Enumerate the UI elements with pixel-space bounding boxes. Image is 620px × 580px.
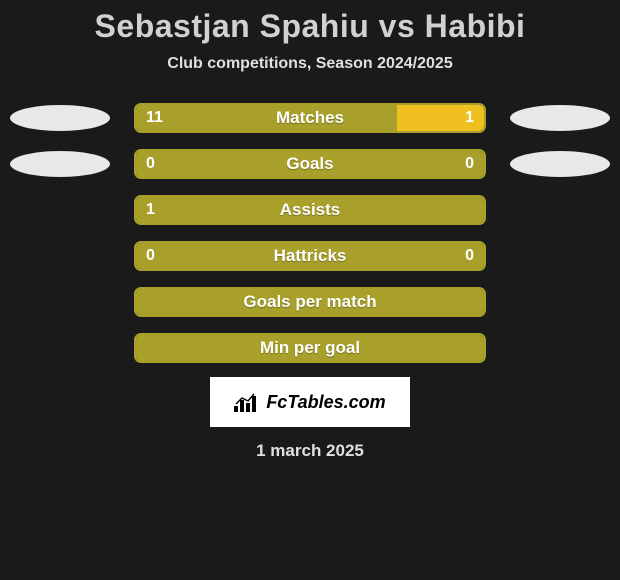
stat-value-right: 0 xyxy=(465,247,474,265)
date-text: 1 march 2025 xyxy=(256,441,364,461)
stat-label: Assists xyxy=(280,200,340,220)
stat-row: 0 0 Hattricks xyxy=(0,241,620,271)
player-left-ellipse xyxy=(10,151,110,177)
brand-text: FcTables.com xyxy=(266,392,385,413)
stat-value-right: 1 xyxy=(465,109,474,127)
player-right-ellipse xyxy=(510,151,610,177)
stat-value-left: 0 xyxy=(146,247,155,265)
stat-value-left: 1 xyxy=(146,201,155,219)
stat-value-left: 11 xyxy=(146,109,163,127)
bar-fill-left xyxy=(136,105,397,131)
stat-row: Min per goal xyxy=(0,333,620,363)
page-title: Sebastjan Spahiu vs Habibi xyxy=(95,8,526,45)
stat-row: 0 0 Goals xyxy=(0,149,620,179)
player-left-ellipse xyxy=(10,105,110,131)
player-right-ellipse xyxy=(510,105,610,131)
stat-label: Min per goal xyxy=(260,338,360,358)
stat-label: Matches xyxy=(276,108,344,128)
stat-label: Hattricks xyxy=(274,246,347,266)
stat-value-right: 0 xyxy=(465,155,474,173)
stat-row: Goals per match xyxy=(0,287,620,317)
brand-box: FcTables.com xyxy=(210,377,410,427)
stat-bar: 111Matches xyxy=(134,103,486,133)
stat-value-left: 0 xyxy=(146,155,155,173)
stat-label: Goals xyxy=(286,154,333,174)
stat-label: Goals per match xyxy=(243,292,376,312)
stat-bar: Goals per match xyxy=(134,287,486,317)
stat-row: 1 Assists xyxy=(0,195,620,225)
stats-rows: 111Matches00Goals1Assists00HattricksGoal… xyxy=(0,103,620,363)
brand-logo-icon xyxy=(234,392,260,412)
stat-bar: 0 0 Goals xyxy=(134,149,486,179)
page-subtitle: Club competitions, Season 2024/2025 xyxy=(167,55,452,73)
stat-bar: 0 0 Hattricks xyxy=(134,241,486,271)
stat-row: 111Matches xyxy=(0,103,620,133)
stat-bar: Min per goal xyxy=(134,333,486,363)
stat-bar: 1 Assists xyxy=(134,195,486,225)
